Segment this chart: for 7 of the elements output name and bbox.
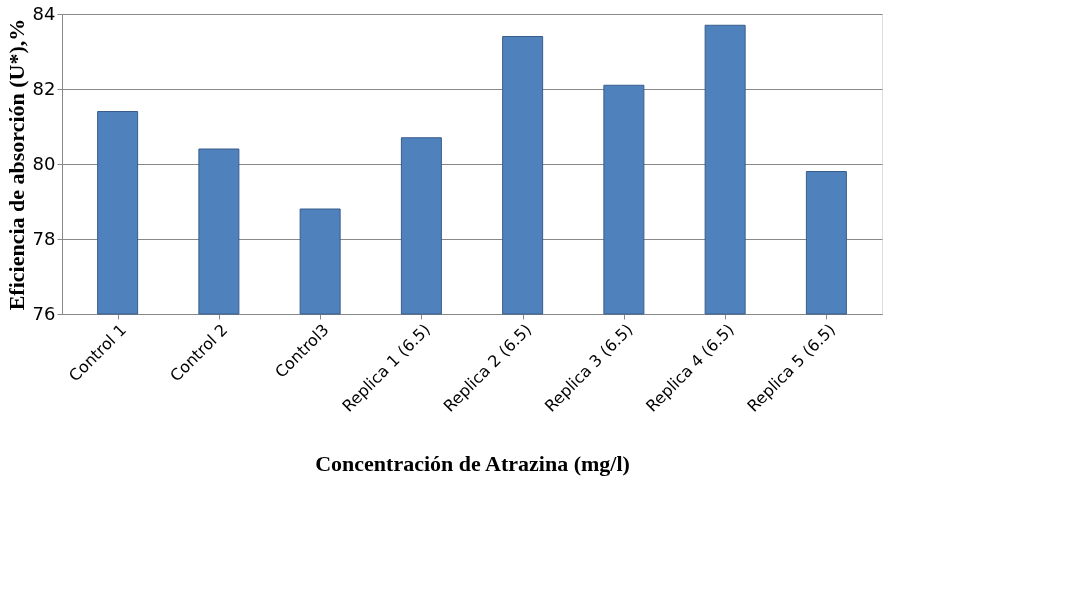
y-tick-label: 82 (32, 77, 56, 99)
y-axis-title: Eficiencia de absorción (U*),% (3, 18, 29, 311)
y-tick-label: 76 (32, 302, 56, 324)
y-tick-label: 80 (32, 152, 56, 174)
y-tick-label: 84 (32, 2, 56, 24)
y-tick-label: 78 (32, 227, 56, 249)
x-axis-title: Concentración de Atrazina (mg/l) (315, 451, 630, 477)
